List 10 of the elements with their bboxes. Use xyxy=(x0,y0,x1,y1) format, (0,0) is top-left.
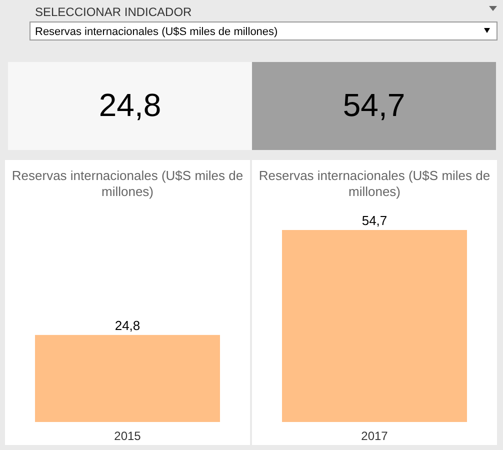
x-tick-label: 2015 xyxy=(114,429,142,443)
x-tick-label: 2017 xyxy=(361,429,388,443)
data-label: 54,7 xyxy=(362,213,388,228)
data-label: 54,7 xyxy=(342,87,406,123)
text: Reservas internacionales (U$S miles de millones) xyxy=(258,168,490,199)
chart-title: Reservas internacionales (U$S miles de millones) xyxy=(12,168,244,199)
text: SELECCIONAR INDICADOR xyxy=(35,5,192,19)
data-label: 24,8 xyxy=(114,318,140,333)
text: Reservas internacionales (U$S miles de millones) xyxy=(35,26,278,38)
data-label: 24,8 xyxy=(98,87,162,123)
